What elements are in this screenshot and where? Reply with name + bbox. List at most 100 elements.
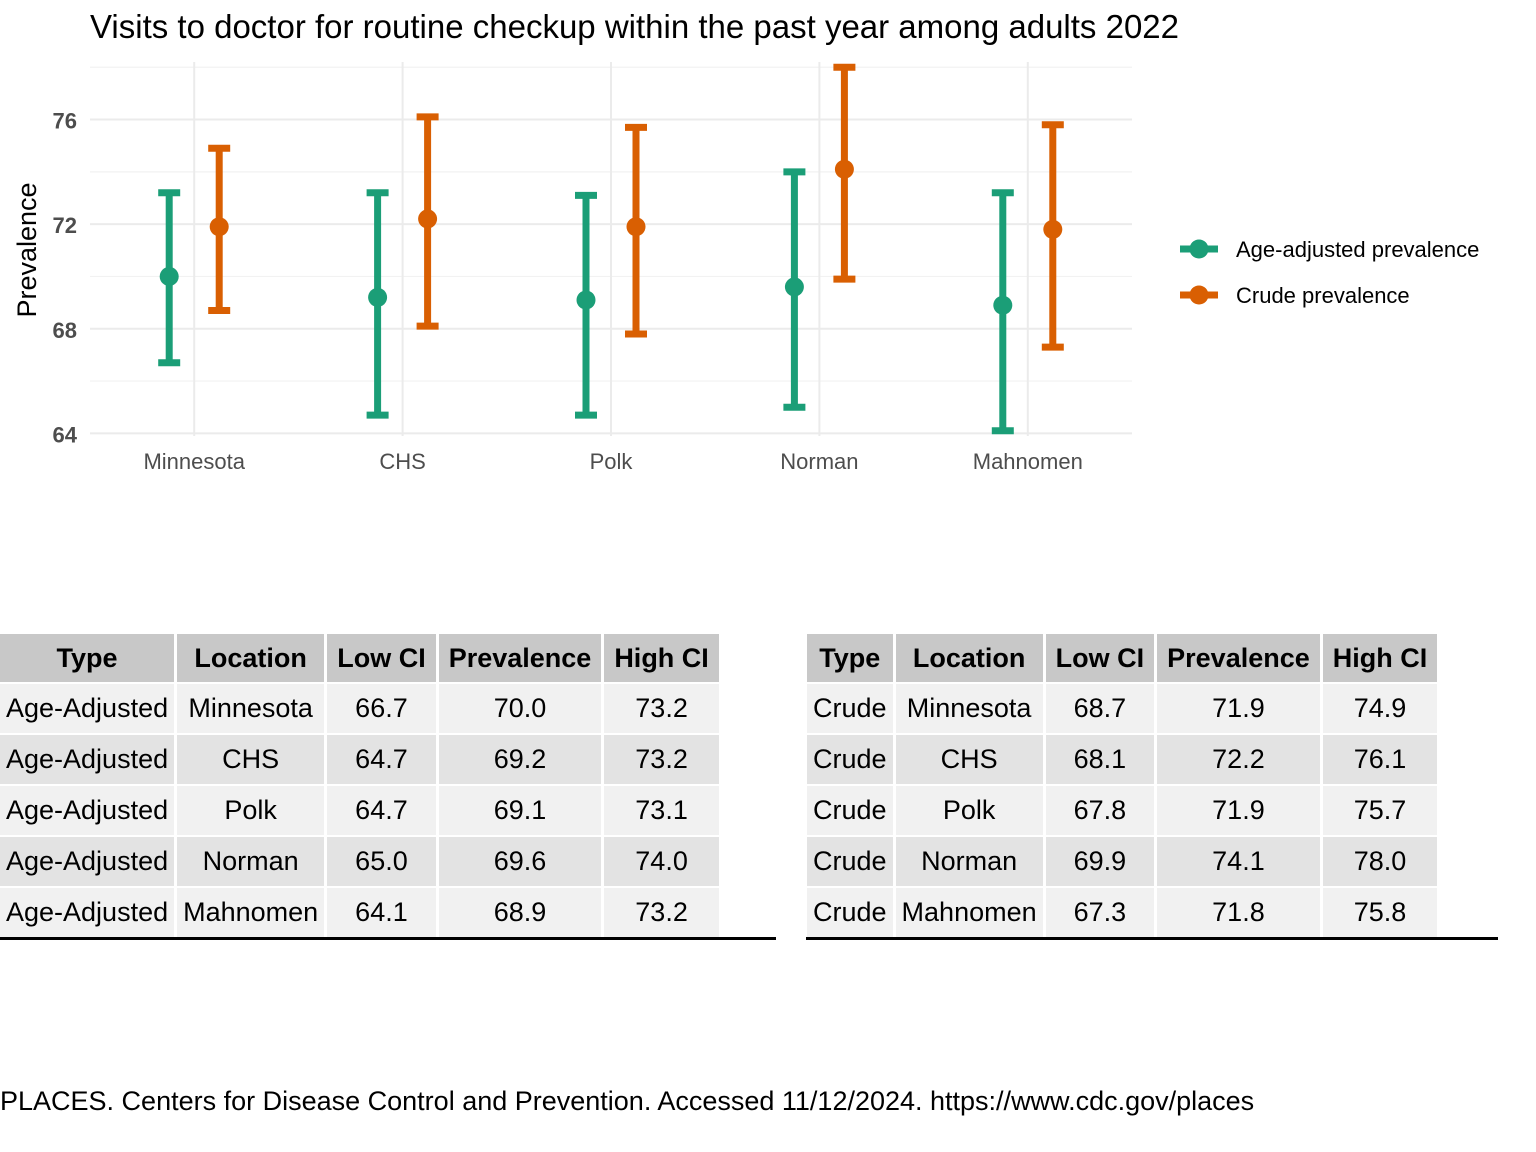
crude-errorbar-group (416, 113, 439, 330)
age-adjusted-errorbar-group (991, 189, 1014, 435)
x-tick-label: Mahnomen (973, 449, 1083, 474)
age-adjusted-errorbar-group (783, 168, 806, 411)
cell-type: Age-Adjusted (0, 888, 175, 937)
cell-prevalence: 70.0 (438, 684, 602, 733)
cell-prevalence: 69.6 (438, 837, 602, 886)
legend-item-crude: Crude prevalence (1180, 283, 1410, 308)
age-adjusted-point (576, 290, 596, 310)
cell-high-ci: 73.2 (604, 888, 719, 937)
cell-prevalence: 71.9 (1157, 684, 1320, 733)
cell-low-ci: 66.7 (327, 684, 436, 733)
x-axis: Minnesota CHS Polk Norman Mahnomen (143, 449, 1082, 474)
crude-point (418, 209, 438, 229)
y-tick-label: 76 (53, 109, 77, 134)
cell-high-ci: 75.7 (1322, 786, 1438, 835)
crude-point (1043, 219, 1063, 239)
cell-low-ci: 68.1 (1045, 735, 1155, 784)
cell-high-ci: 75.8 (1322, 888, 1438, 937)
age-adjusted-point (368, 287, 388, 307)
x-tick-label: Minnesota (143, 449, 245, 474)
legend-label: Crude prevalence (1236, 283, 1410, 308)
cell-location: Mahnomen (895, 888, 1043, 937)
cell-high-ci: 73.1 (604, 786, 719, 835)
header-prevalence: Prevalence (1157, 634, 1320, 682)
cell-type: Age-Adjusted (0, 786, 175, 835)
legend-key-point (1189, 285, 1209, 305)
legend-label: Age-adjusted prevalence (1236, 237, 1479, 262)
cell-prevalence: 71.9 (1157, 786, 1320, 835)
table-row: Age-Adjusted Mahnomen 64.1 68.9 73.2 (0, 888, 719, 937)
cell-location: Norman (177, 837, 325, 886)
cell-low-ci: 64.7 (327, 786, 436, 835)
cell-type: Crude (807, 786, 893, 835)
age-adjusted-table-rule (0, 937, 776, 940)
source-note: PLACES. Centers for Disease Control and … (0, 1086, 1255, 1116)
x-tick-label: Polk (590, 449, 634, 474)
cell-type: Crude (807, 684, 893, 733)
legend-key-point (1189, 239, 1209, 259)
header-low-ci: Low CI (327, 634, 436, 682)
table-row: Crude CHS 68.1 72.2 76.1 (807, 735, 1438, 784)
chart-title: Visits to doctor for routine checkup wit… (90, 8, 1180, 45)
grid-lines (90, 62, 1132, 436)
y-tick-label: 64 (53, 422, 78, 447)
table-row: Crude Minnesota 68.7 71.9 74.9 (807, 684, 1438, 733)
header-high-ci: High CI (1322, 634, 1438, 682)
header-low-ci: Low CI (1045, 634, 1155, 682)
cell-prevalence: 69.1 (438, 786, 602, 835)
cell-prevalence: 69.2 (438, 735, 602, 784)
table-row: Age-Adjusted CHS 64.7 69.2 73.2 (0, 735, 719, 784)
cell-low-ci: 65.0 (327, 837, 436, 886)
cell-type: Crude (807, 735, 893, 784)
crude-point (209, 217, 229, 237)
cell-low-ci: 64.1 (327, 888, 436, 937)
x-tick-label: CHS (379, 449, 425, 474)
cell-type: Age-Adjusted (0, 735, 175, 784)
crude-table: Type Location Low CI Prevalence High CI … (804, 632, 1440, 939)
cell-type: Crude (807, 888, 893, 937)
age-adjusted-errorbar-group (366, 189, 389, 419)
cell-type: Age-Adjusted (0, 684, 175, 733)
cell-location: Minnesota (895, 684, 1043, 733)
crude-errorbar-group (625, 123, 647, 338)
cell-low-ci: 67.3 (1045, 888, 1155, 937)
cell-high-ci: 74.9 (1322, 684, 1438, 733)
cell-location: Polk (177, 786, 325, 835)
age-adjusted-errorbar-group (158, 189, 181, 367)
crude-point (834, 159, 854, 179)
cell-prevalence: 71.8 (1157, 888, 1320, 937)
table-row: Crude Norman 69.9 74.1 78.0 (807, 837, 1438, 886)
table-row: Age-Adjusted Minnesota 66.7 70.0 73.2 (0, 684, 719, 733)
data-marks (158, 63, 1064, 435)
table-row: Age-Adjusted Norman 65.0 69.6 74.0 (0, 837, 719, 886)
cell-low-ci: 68.7 (1045, 684, 1155, 733)
y-axis: 64 68 72 76 (53, 109, 78, 448)
header-prevalence: Prevalence (438, 634, 602, 682)
legend-item-age-adjusted: Age-adjusted prevalence (1180, 237, 1479, 262)
table-row: Crude Mahnomen 67.3 71.8 75.8 (807, 888, 1438, 937)
cell-type: Crude (807, 837, 893, 886)
y-tick-label: 68 (53, 318, 77, 343)
cell-prevalence: 72.2 (1157, 735, 1320, 784)
header-type: Type (807, 634, 893, 682)
age-adjusted-table: Type Location Low CI Prevalence High CI … (0, 632, 722, 939)
cell-low-ci: 67.8 (1045, 786, 1155, 835)
age-adjusted-point (784, 277, 804, 297)
header-type: Type (0, 634, 175, 682)
cell-location: CHS (895, 735, 1043, 784)
legend: Age-adjusted prevalence Crude prevalence (1180, 237, 1479, 308)
cell-high-ci: 73.2 (604, 684, 719, 733)
header-location: Location (895, 634, 1043, 682)
table-row: Age-Adjusted Polk 64.7 69.1 73.1 (0, 786, 719, 835)
crude-errorbar-group (208, 144, 231, 314)
age-adjusted-errorbar-group (575, 191, 597, 419)
cell-location: Mahnomen (177, 888, 325, 937)
cell-location: Minnesota (177, 684, 325, 733)
cell-location: CHS (177, 735, 325, 784)
cell-prevalence: 68.9 (438, 888, 602, 937)
cell-location: Norman (895, 837, 1043, 886)
crude-table-rule (806, 937, 1498, 940)
y-axis-title: Prevalence (12, 182, 42, 317)
crude-errorbar-group (833, 63, 856, 283)
